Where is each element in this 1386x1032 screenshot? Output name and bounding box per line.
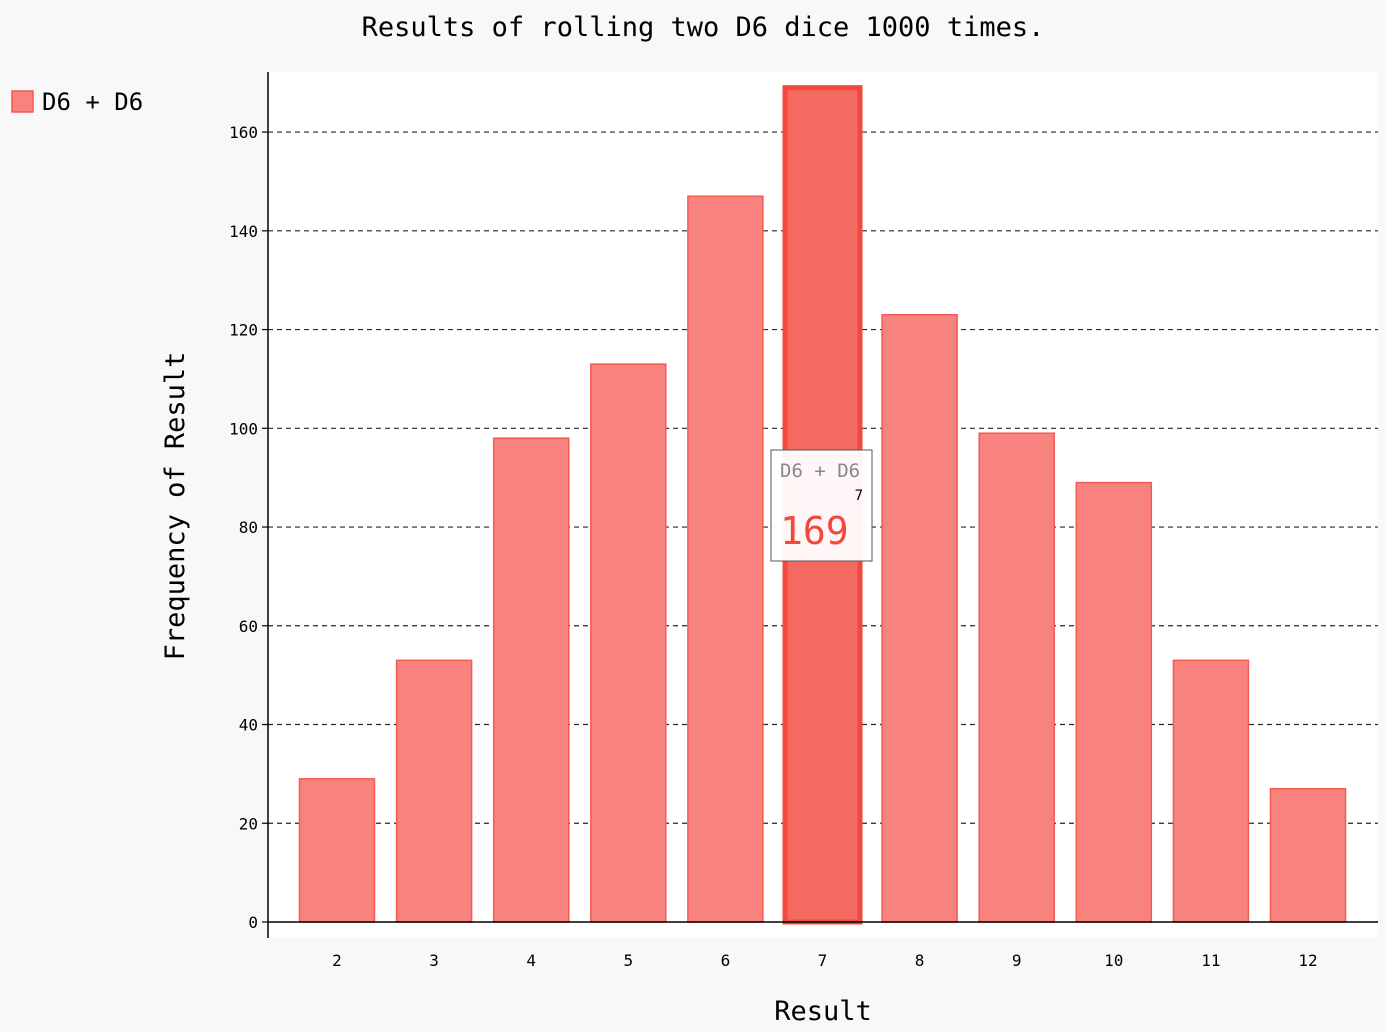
legend-swatch — [11, 90, 34, 113]
y-axis-label: Frequency of Result — [160, 352, 191, 661]
bar[interactable] — [881, 313, 958, 923]
x-tick-labels: 2 3 4 5 6 7 8 9 10 11 12 — [332, 951, 1317, 970]
bars — [298, 85, 1347, 925]
tooltip-box — [770, 449, 873, 562]
y-tick-label: 0 — [248, 913, 258, 932]
x-tick-label: 9 — [1012, 951, 1022, 970]
legend-label: D6 + D6 — [42, 88, 143, 116]
y-tick-label: 140 — [229, 222, 258, 241]
tooltip: D6 + D6 7 169 — [770, 449, 873, 562]
y-tick-label: 60 — [239, 617, 258, 636]
chart-title: Results of rolling two D6 dice 1000 time… — [362, 12, 1045, 43]
tooltip-series: D6 + D6 — [780, 460, 860, 482]
y-tick-label: 100 — [229, 419, 258, 438]
x-tick-label: 11 — [1201, 951, 1220, 970]
x-axis-label: Result — [774, 996, 872, 1027]
legend[interactable]: D6 + D6 — [11, 88, 143, 116]
bar[interactable] — [395, 659, 473, 923]
bar[interactable] — [298, 778, 376, 923]
y-tick-label: 20 — [239, 814, 258, 833]
tooltip-value: 169 — [780, 509, 849, 553]
x-tick-label: 5 — [623, 951, 633, 970]
bar[interactable] — [590, 363, 667, 923]
bar[interactable] — [1269, 787, 1347, 923]
bar[interactable] — [687, 195, 764, 923]
x-tick-label: 6 — [721, 951, 731, 970]
y-tick-label: 160 — [229, 123, 258, 142]
x-tick-label: 2 — [332, 951, 342, 970]
y-tick-label: 40 — [239, 716, 258, 735]
bar[interactable] — [492, 437, 570, 923]
y-tick-label: 80 — [239, 518, 258, 537]
x-tick-label: 4 — [526, 951, 536, 970]
y-tick-label: 120 — [229, 321, 258, 340]
bar[interactable] — [978, 432, 1055, 923]
x-tick-label: 3 — [429, 951, 439, 970]
x-tick-label: 12 — [1298, 951, 1317, 970]
tooltip-category: 7 — [855, 488, 863, 504]
x-tick-label: 8 — [915, 951, 925, 970]
bar[interactable] — [1172, 659, 1250, 923]
x-tick-label: 7 — [818, 951, 828, 970]
y-tick-labels: 0 20 40 60 80 100 120 140 160 — [229, 123, 258, 932]
bar[interactable] — [1075, 481, 1153, 923]
x-tick-label: 10 — [1104, 951, 1123, 970]
